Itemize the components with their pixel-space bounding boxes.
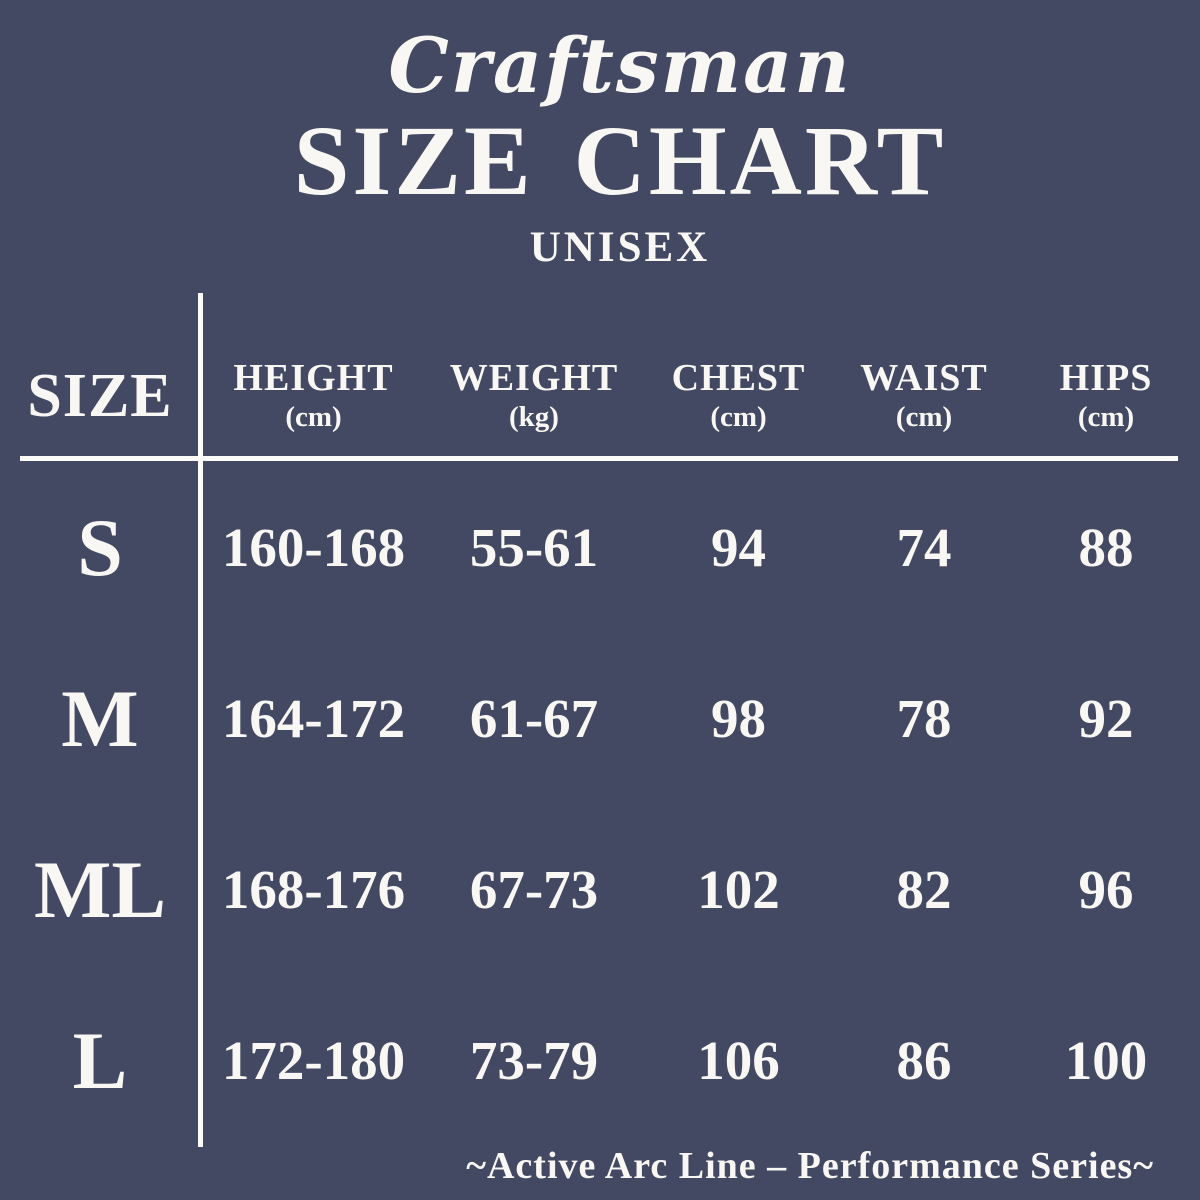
column-header-unit: (kg)	[509, 400, 559, 433]
cell-height: 160-168	[221, 517, 406, 578]
brand-name: Craftsman	[388, 21, 852, 110]
column-header-label: WAIST	[860, 357, 988, 400]
cell-waist: 82	[896, 859, 952, 920]
column-header-size: SIZE	[0, 330, 200, 462]
row-size-label: M	[61, 672, 139, 764]
cell-weight: 61-67	[469, 688, 599, 749]
cell-height: 164-172	[221, 688, 406, 749]
column-header-waist: WAIST (cm)	[836, 330, 1012, 462]
series-tagline: ~Active Arc Line – Performance Series~	[466, 1145, 1154, 1187]
cell-weight: 55-61	[469, 517, 599, 578]
vertical-divider	[198, 293, 203, 1147]
cell-hips: 92	[1078, 688, 1134, 749]
column-header-label: CHEST	[671, 357, 806, 400]
column-header-hips: HIPS (cm)	[1012, 330, 1200, 462]
page-subtitle: UNISEX	[529, 224, 711, 272]
cell-chest: 102	[697, 859, 780, 920]
column-header-label: HEIGHT	[233, 357, 394, 400]
cell-hips: 88	[1078, 517, 1134, 578]
column-header-height: HEIGHT (cm)	[200, 330, 427, 462]
page-title: SIZE CHART	[293, 105, 947, 217]
cell-chest: 94	[711, 517, 766, 578]
column-header-unit: (cm)	[1077, 400, 1135, 433]
cell-hips: 96	[1078, 859, 1134, 920]
cell-weight: 67-73	[469, 859, 599, 920]
cell-waist: 86	[896, 1030, 952, 1091]
column-header-label: HIPS	[1059, 357, 1153, 400]
cell-hips: 100	[1064, 1030, 1148, 1091]
cell-waist: 74	[896, 517, 952, 578]
size-table: SIZE HEIGHT (cm) WEIGHT (kg) CHEST (cm) …	[0, 330, 1200, 1146]
cell-waist: 78	[896, 688, 952, 749]
column-header-weight: WEIGHT (kg)	[427, 330, 641, 462]
row-size-label: ML	[33, 843, 167, 935]
column-header-label: WEIGHT	[449, 357, 619, 400]
header-underline	[20, 456, 1178, 461]
cell-chest: 98	[711, 688, 766, 749]
column-header-unit: (cm)	[895, 400, 953, 433]
row-size-label: L	[72, 1014, 128, 1106]
row-size-label: S	[77, 501, 123, 593]
cell-height: 168-176	[221, 859, 406, 920]
cell-weight: 73-79	[469, 1030, 599, 1091]
cell-chest: 106	[697, 1030, 780, 1091]
column-header-unit: (cm)	[285, 400, 342, 433]
cell-height: 172-180	[221, 1030, 406, 1091]
column-header-unit: (cm)	[710, 400, 767, 433]
title-block: Craftsman SIZE CHART UNISEX	[40, 0, 1200, 272]
column-header-chest: CHEST (cm)	[641, 330, 836, 462]
column-header-label: SIZE	[27, 361, 173, 430]
